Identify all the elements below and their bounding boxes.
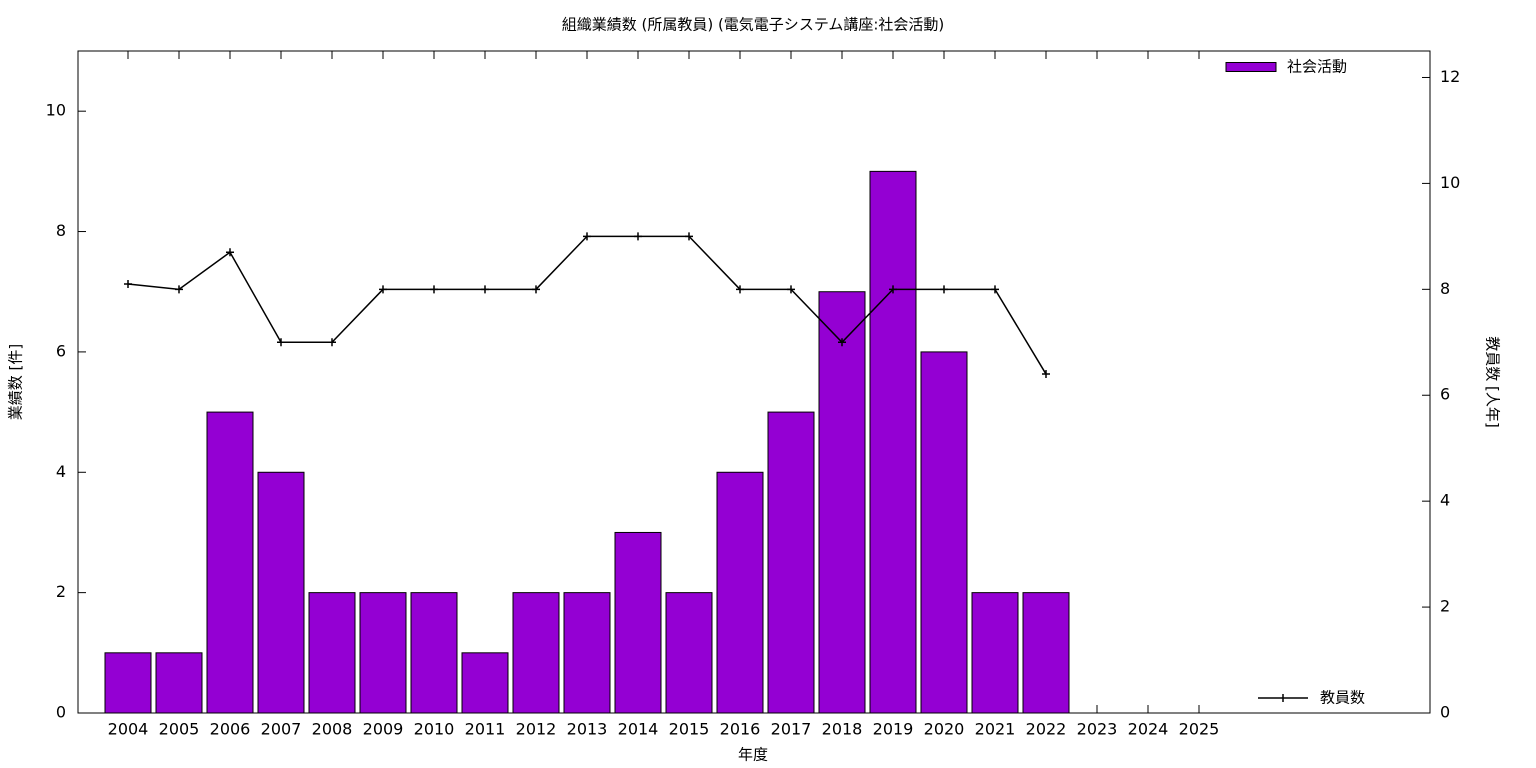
- y-tick-label: 6: [56, 341, 66, 360]
- bar: [257, 471, 305, 714]
- y2-tick-label: 2: [1440, 597, 1450, 616]
- point-marker: [787, 285, 795, 294]
- legend-label: 社会活動: [1287, 58, 1347, 76]
- point-marker: [583, 232, 591, 241]
- y-tick-label: 0: [56, 703, 66, 722]
- point-marker: [532, 285, 540, 294]
- point-marker: [685, 232, 693, 241]
- y-tick-label: 2: [56, 582, 66, 601]
- y2-tick-label: 4: [1440, 491, 1450, 510]
- point-marker: [226, 248, 234, 257]
- bar: [155, 652, 203, 714]
- x-tick-label: 2025: [1179, 720, 1220, 739]
- y2-axis-label: 教員数 [人年]: [1484, 336, 1502, 427]
- bar: [563, 592, 611, 714]
- bar: [767, 411, 815, 714]
- bar: [614, 531, 662, 714]
- bar: [716, 471, 764, 714]
- legend-label: 教員数: [1320, 689, 1365, 707]
- point-marker: [175, 285, 183, 294]
- point-marker: [328, 338, 336, 347]
- bar: [920, 351, 968, 714]
- point-marker: [430, 285, 438, 294]
- x-tick-label: 2015: [669, 720, 710, 739]
- bar: [1022, 592, 1070, 714]
- bar: [206, 411, 254, 714]
- point-marker: [991, 285, 999, 294]
- x-axis-label: 年度: [738, 746, 768, 764]
- x-tick-label: 2023: [1077, 720, 1118, 739]
- x-tick-label: 2006: [210, 720, 251, 739]
- x-tick-label: 2005: [159, 720, 200, 739]
- x-tick-label: 2016: [720, 720, 761, 739]
- point-marker: [889, 285, 897, 294]
- bar: [104, 652, 152, 714]
- y-axis-label: 業績数 [件]: [7, 344, 25, 420]
- y2-tick-label: 6: [1440, 385, 1450, 404]
- x-tick-label: 2022: [1026, 720, 1067, 739]
- x-tick-label: 2014: [618, 720, 659, 739]
- bar: [461, 652, 509, 714]
- point-marker: [736, 285, 744, 294]
- bar: [665, 592, 713, 714]
- x-tick-label: 2020: [924, 720, 965, 739]
- x-tick-label: 2012: [516, 720, 557, 739]
- legend-line: [1258, 694, 1308, 702]
- y-tick-label: 4: [56, 462, 66, 481]
- y-tick-label: 10: [46, 101, 66, 120]
- bar: [818, 291, 866, 714]
- point-marker: [1042, 370, 1050, 379]
- x-tick-label: 2004: [108, 720, 149, 739]
- x-tick-label: 2009: [363, 720, 404, 739]
- point-marker: [481, 285, 489, 294]
- x-tick-label: 2013: [567, 720, 608, 739]
- y-tick-label: 8: [56, 221, 66, 240]
- point-marker: [379, 285, 387, 294]
- bar: [512, 592, 560, 714]
- legend-swatch: [1225, 62, 1277, 72]
- bar: [971, 592, 1019, 714]
- point-marker: [940, 285, 948, 294]
- point-marker: [277, 338, 285, 347]
- x-tick-label: 2017: [771, 720, 812, 739]
- point-marker: [634, 232, 642, 241]
- chart-title: 組織業績数 (所属教員) (電気電子システム講座:社会活動): [562, 16, 945, 34]
- x-tick-label: 2010: [414, 720, 455, 739]
- x-tick-label: 2021: [975, 720, 1016, 739]
- y2-tick-label: 12: [1440, 67, 1460, 86]
- bar: [869, 170, 917, 714]
- bar: [410, 592, 458, 714]
- y2-tick-label: 10: [1440, 173, 1460, 192]
- point-marker: [838, 338, 846, 347]
- x-tick-label: 2018: [822, 720, 863, 739]
- y2-tick-label: 0: [1440, 703, 1450, 722]
- bar: [359, 592, 407, 714]
- point-marker: [124, 280, 132, 289]
- y2-tick-label: 8: [1440, 279, 1450, 298]
- x-tick-label: 2007: [261, 720, 302, 739]
- bar: [308, 592, 356, 714]
- x-tick-label: 2024: [1128, 720, 1169, 739]
- x-tick-label: 2019: [873, 720, 914, 739]
- x-tick-label: 2008: [312, 720, 353, 739]
- x-tick-label: 2011: [465, 720, 506, 739]
